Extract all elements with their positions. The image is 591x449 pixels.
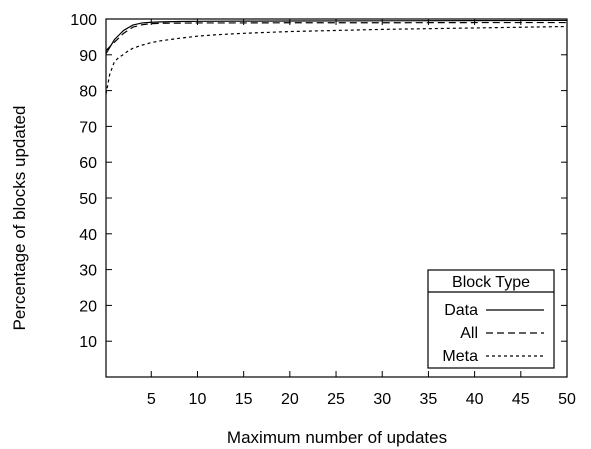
- x-axis-title: Maximum number of updates: [227, 428, 447, 447]
- series-line-data: [105, 19, 568, 55]
- y-tick-label: 90: [79, 48, 97, 65]
- x-tick-label: 30: [373, 391, 391, 408]
- legend-label-data: Data: [444, 302, 478, 319]
- y-tick-label: 50: [79, 191, 97, 208]
- legend-title: Block Type: [452, 274, 530, 291]
- y-tick-label: 70: [79, 119, 97, 136]
- x-tick-label: 50: [558, 391, 576, 408]
- x-tick-label: 25: [327, 391, 345, 408]
- x-tick-label: 15: [235, 391, 253, 408]
- y-tick-label: 80: [79, 84, 97, 101]
- x-tick-label: 40: [466, 391, 484, 408]
- x-tick-label: 10: [189, 391, 207, 408]
- x-tick-label: 35: [420, 391, 438, 408]
- y-tick-label: 20: [79, 298, 97, 315]
- legend-label-all: All: [460, 325, 478, 342]
- y-tick-label: 60: [79, 155, 97, 172]
- series-line-all: [105, 21, 567, 51]
- legend-label-meta: Meta: [442, 348, 478, 365]
- x-tick-label: 5: [147, 391, 156, 408]
- y-axis-title: Percentage of blocks updated: [10, 106, 29, 331]
- y-tick-label: 10: [79, 334, 97, 351]
- series-line-meta: [105, 25, 568, 95]
- legend-box: [427, 269, 555, 369]
- x-tick-label: 45: [512, 391, 530, 408]
- y-tick-label: 100: [70, 12, 97, 29]
- y-tick-label: 40: [79, 227, 97, 244]
- y-tick-label: 30: [79, 263, 97, 280]
- x-tick-label: 20: [281, 391, 299, 408]
